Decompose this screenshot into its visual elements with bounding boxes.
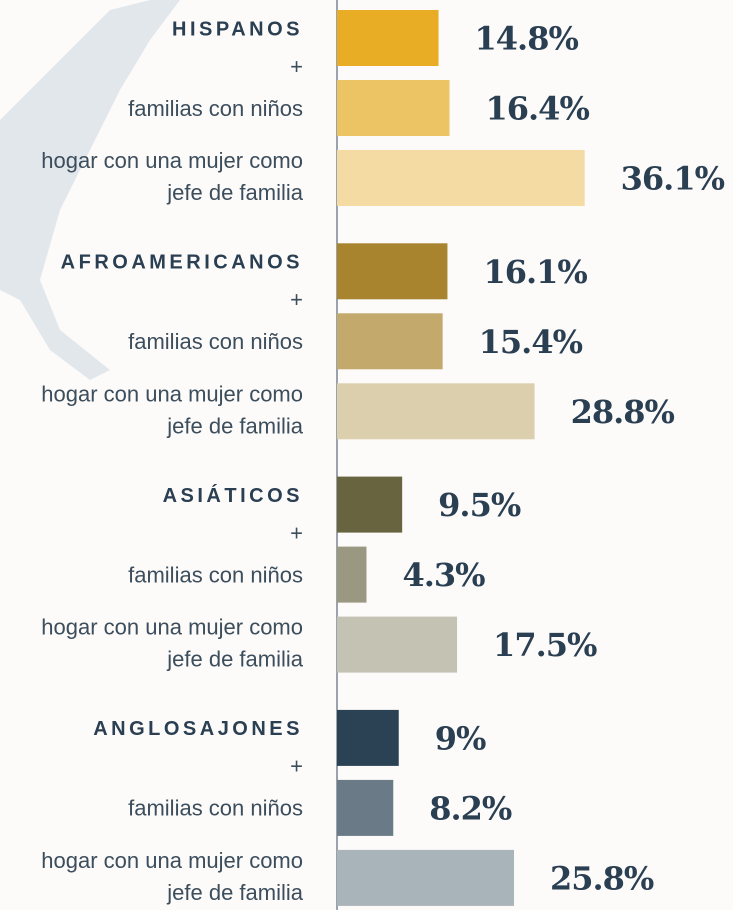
bar <box>337 709 399 766</box>
bar <box>337 849 514 906</box>
bar <box>337 150 585 206</box>
joiner: + <box>290 54 303 79</box>
category-label: hogar con una mujer como jefe de familia <box>41 848 303 905</box>
category-label: hogar con una mujer como jefe de familia <box>41 614 303 671</box>
joiner: + <box>290 520 303 545</box>
category-label: hogar con una mujer como jefe de familia <box>41 381 303 438</box>
joiner: + <box>290 287 303 312</box>
category-label: familias con niños <box>128 329 303 354</box>
value-label: 28.8% <box>571 393 675 431</box>
bar <box>337 80 450 136</box>
value-label: 16.4% <box>486 90 590 128</box>
category-label: familias con niños <box>128 96 303 121</box>
value-label: 16.1% <box>483 253 587 291</box>
value-label: 9.5% <box>438 486 521 524</box>
bar <box>337 383 535 440</box>
map-decoration <box>0 0 180 380</box>
group-label: ANGLOSAJONES <box>93 718 303 740</box>
value-label: 4.3% <box>402 556 485 594</box>
bar <box>337 476 403 533</box>
value-label: 15.4% <box>479 323 583 361</box>
bar <box>337 546 367 603</box>
category-label: hogar con una mujer como jefe de familia <box>41 148 303 205</box>
group-label: ASIÁTICOS <box>163 484 303 507</box>
value-label: 9% <box>435 719 486 757</box>
category-label: familias con niños <box>128 796 303 821</box>
value-label: 8.2% <box>429 789 512 827</box>
group-label: HISPANOS <box>172 18 303 40</box>
value-label: 17.5% <box>493 626 597 664</box>
value-label: 14.8% <box>475 20 579 58</box>
joiner: + <box>290 754 303 779</box>
group-label: AFROAMERICANOS <box>61 252 303 274</box>
bar <box>337 779 394 836</box>
bar <box>337 243 448 300</box>
bar <box>337 313 443 370</box>
value-label: 36.1% <box>621 160 725 198</box>
bar <box>337 616 458 673</box>
bar <box>337 10 439 66</box>
value-label: 25.8% <box>550 859 654 897</box>
category-label: familias con niños <box>128 562 303 587</box>
